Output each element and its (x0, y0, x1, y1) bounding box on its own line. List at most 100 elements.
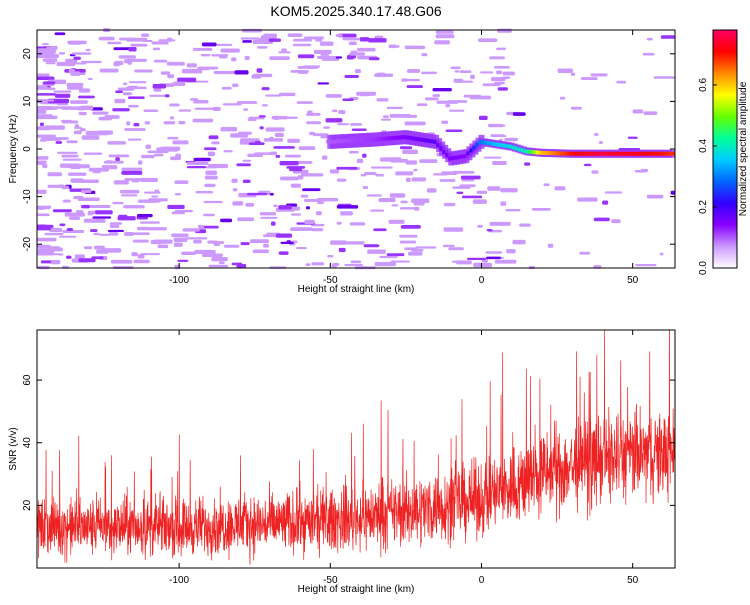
spectrogram-cell (290, 213, 302, 216)
spectrogram-ridge-cell (484, 140, 491, 145)
spectrogram-cell (231, 178, 238, 183)
spectrogram-cell (295, 161, 313, 164)
spectrogram-cell (109, 224, 120, 229)
spectrogram-cell (643, 111, 658, 116)
spectrogram-cell (190, 98, 199, 101)
spectrogram-cell (160, 71, 171, 75)
spectrogram-ridge-cell (481, 140, 488, 145)
spectrogram-cell (399, 240, 417, 244)
spectrogram-cell (342, 98, 354, 101)
chart-title: KOM5.2025.340.17.48.G06 (270, 3, 441, 19)
spectrogram-cell (52, 209, 72, 213)
spectrogram-cell (473, 262, 493, 268)
spectrogram-ridge-cell (629, 151, 636, 156)
spectrogram-ridge-cell (529, 149, 536, 154)
spectrogram-cell (500, 201, 507, 206)
spectrogram-cell (317, 82, 330, 85)
spectrogram-cell (37, 226, 51, 231)
spectrogram-cell (78, 88, 91, 93)
spectrogram-cell (131, 179, 140, 183)
spectrogram-cell (54, 93, 71, 98)
spectrogram-cell (590, 73, 608, 77)
spectrogram-cell (70, 100, 88, 104)
spectrogram-ridge-cell (572, 151, 579, 156)
spectrogram-cell (115, 90, 123, 94)
spectrogram-cell (442, 244, 455, 248)
spectrogram-cell (322, 155, 328, 160)
spectrogram-cell (43, 81, 56, 85)
spectrogram-y-label: Frequency (Hz) (8, 115, 19, 184)
spectrogram-cell (141, 33, 150, 37)
spectrogram-ridge-cell (487, 141, 494, 146)
colorbar: 0.0 0.2 0.4 0.6 Normalized spectral amplitu… (698, 29, 749, 275)
spectrogram-cell (37, 109, 47, 114)
spectrogram-cell (280, 176, 299, 181)
spectrogram-cell (78, 258, 96, 263)
spectrogram-cell (178, 121, 186, 125)
spectrogram-ridge-cell (499, 143, 506, 148)
spectrogram-cell (424, 97, 439, 101)
x-tick-label: 50 (627, 575, 639, 586)
spectrogram-ridge-cell (665, 151, 672, 156)
spectrogram-cell (263, 243, 269, 248)
spectrogram-cell (134, 69, 153, 73)
spectrogram-cell (413, 201, 425, 206)
spectrogram-ridge-cell (554, 151, 561, 156)
spectrogram-cell (287, 33, 303, 37)
spectrogram-ridge-cell (360, 138, 367, 143)
spectrogram-ridge-cell (611, 151, 618, 156)
spectrogram-ridge-cell (448, 156, 455, 161)
spectrogram-cell (304, 219, 315, 225)
spectrogram-cell (570, 106, 582, 110)
spectrogram-cell (166, 61, 185, 66)
spectrogram-cell (61, 119, 73, 123)
spectrogram-cell (172, 140, 189, 145)
colorbar-tick-label: 0.6 (698, 78, 709, 92)
spectrogram-ridge-cell (526, 149, 533, 154)
spectrogram-cell (37, 93, 56, 96)
spectrogram-cell (368, 38, 387, 43)
spectrogram-cell (123, 205, 145, 209)
spectrogram-cell (181, 68, 203, 74)
spectrogram-cell (265, 94, 282, 97)
spectrogram-cell (92, 171, 101, 174)
spectrogram-cell (315, 37, 323, 42)
spectrogram-cell (207, 66, 219, 70)
spectrogram-cell (269, 56, 290, 61)
spectrogram-cell (491, 77, 506, 82)
spectrogram-cell (141, 154, 155, 159)
spectrogram-cell (186, 161, 209, 166)
spectrogram-cell (493, 66, 510, 69)
spectrogram-cell (124, 178, 145, 181)
spectrogram-cell (477, 224, 483, 228)
x-tick-label: -50 (323, 575, 338, 586)
spectrogram-cell (348, 41, 357, 46)
spectrogram-cell (44, 125, 65, 130)
spectrogram-cell (259, 212, 277, 216)
spectrogram-cell (61, 154, 79, 158)
spectrogram-cell (269, 192, 274, 196)
spectrogram-cell (37, 244, 51, 249)
spectrogram-cell (260, 216, 278, 219)
spectrogram-cell (336, 205, 359, 209)
spectrogram-ridge-cell (599, 151, 606, 156)
spectrogram-cell (598, 140, 603, 145)
spectrogram-ridge-cell (493, 142, 500, 147)
spectrogram-cell (172, 81, 186, 87)
spectrogram-ridge-cell (517, 147, 524, 152)
spectrogram-cell (243, 108, 249, 111)
spectrogram-cell (297, 71, 309, 74)
spectrogram-ridge-cell (418, 137, 425, 142)
spectrogram-cell (602, 200, 609, 205)
spectrogram-cell (554, 186, 566, 191)
spectrogram-ridge-cell (330, 139, 337, 144)
spectrogram-cell (131, 252, 138, 257)
spectrogram-cell (363, 244, 380, 248)
spectrogram-ridge-cell (514, 146, 521, 151)
spectrogram-cell (71, 52, 92, 55)
spectrogram-cell (395, 171, 414, 176)
spectrogram-cell (348, 150, 359, 154)
spectrogram-ridge-cell (442, 149, 449, 154)
spectrogram-cell (81, 204, 90, 209)
spectrogram-ridge-cell (363, 137, 370, 142)
